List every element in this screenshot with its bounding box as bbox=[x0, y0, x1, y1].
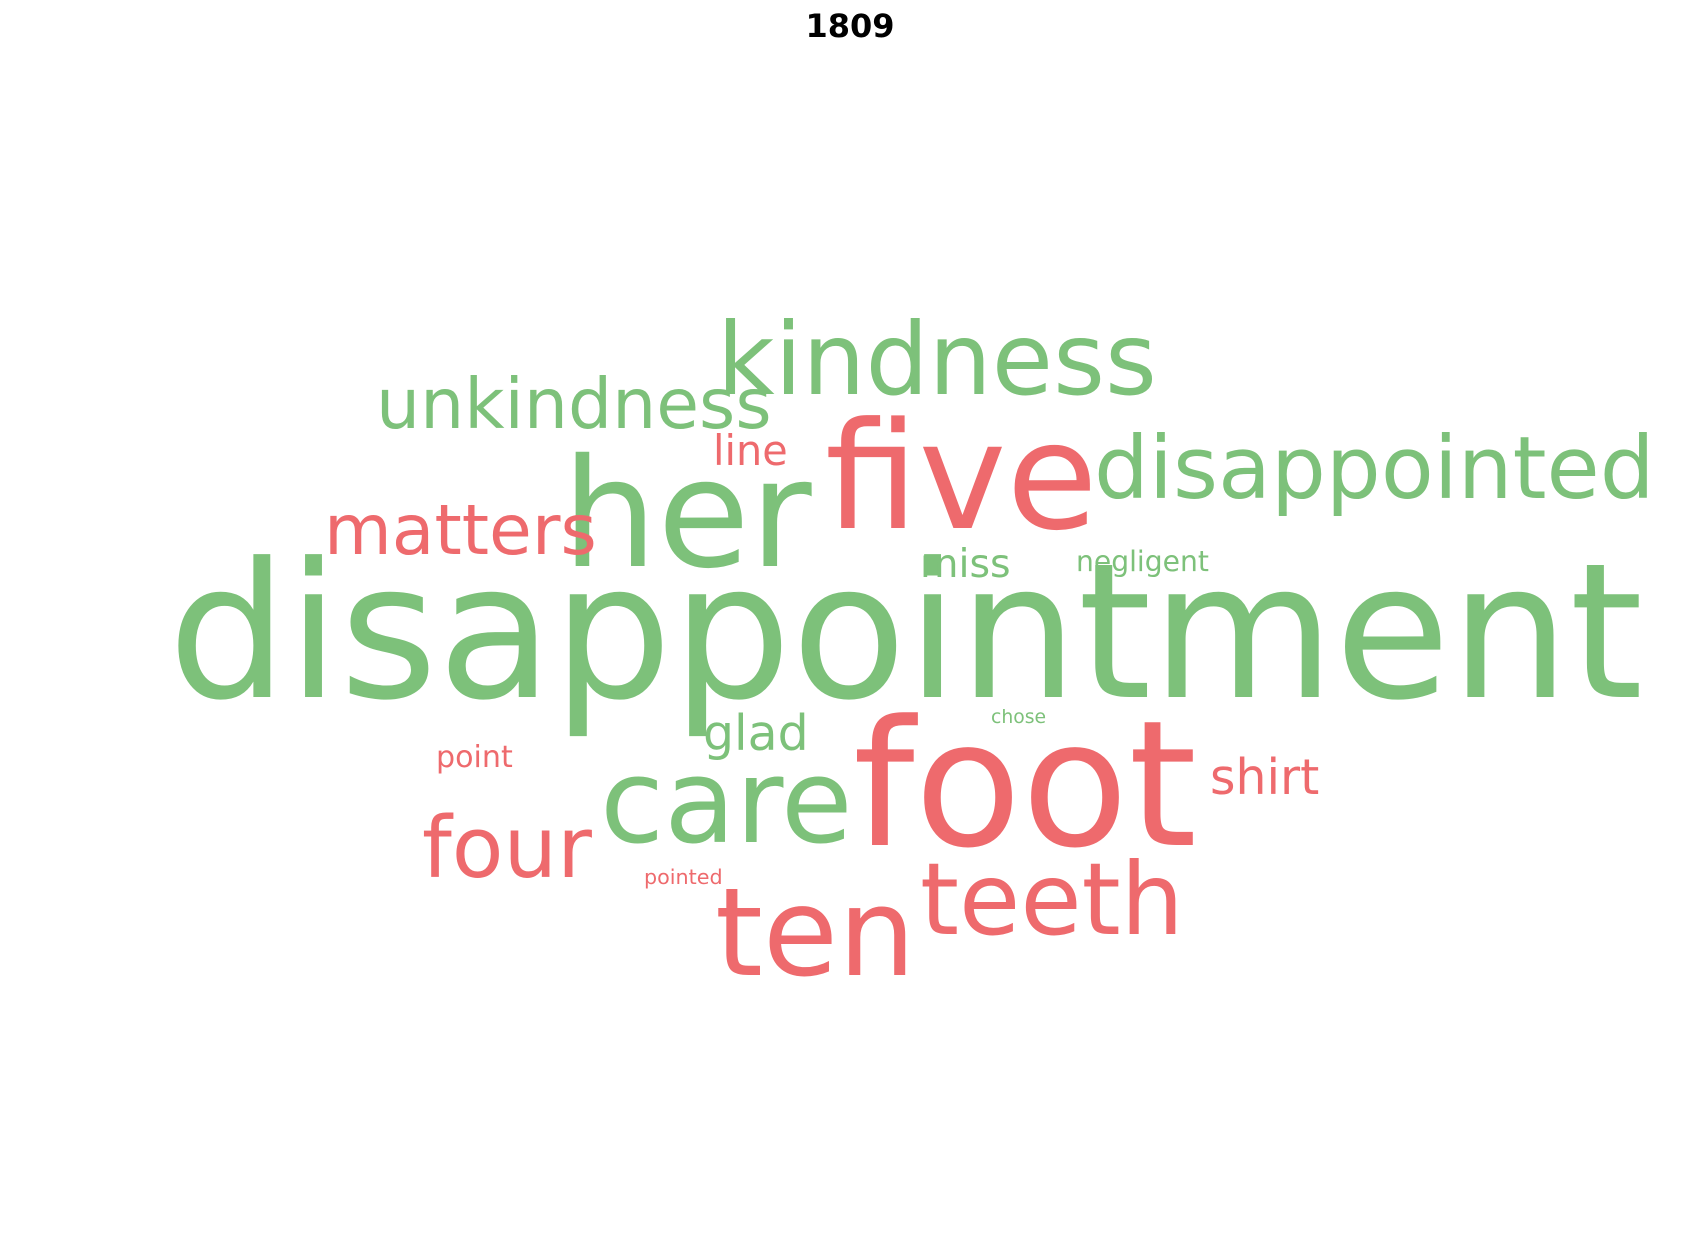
chart-title: 1809 bbox=[805, 7, 895, 45]
word-line: line bbox=[713, 427, 788, 475]
word-kindness: kindness bbox=[717, 303, 1157, 418]
word-five: five bbox=[825, 391, 1098, 564]
word-teeth: teeth bbox=[920, 843, 1184, 958]
word-miss: miss bbox=[920, 541, 1011, 587]
word-negligent: negligent bbox=[1076, 545, 1209, 578]
word-unkindness: unkindness bbox=[376, 364, 772, 445]
word-care: care bbox=[600, 735, 853, 870]
word-ten: ten bbox=[715, 862, 916, 1004]
word-point: point bbox=[436, 740, 513, 775]
word-her: her bbox=[562, 427, 812, 602]
word-four: four bbox=[422, 798, 592, 897]
word-foot: foot bbox=[853, 684, 1197, 887]
word-pointed: pointed bbox=[644, 865, 723, 889]
word-disappointed: disappointed bbox=[1094, 419, 1655, 519]
word-matters: matters bbox=[324, 490, 597, 571]
word-shirt: shirt bbox=[1210, 749, 1319, 806]
word-disappointment: disappointment bbox=[168, 523, 1643, 742]
word-chose: chose bbox=[991, 707, 1046, 728]
word-glad: glad bbox=[703, 705, 809, 762]
